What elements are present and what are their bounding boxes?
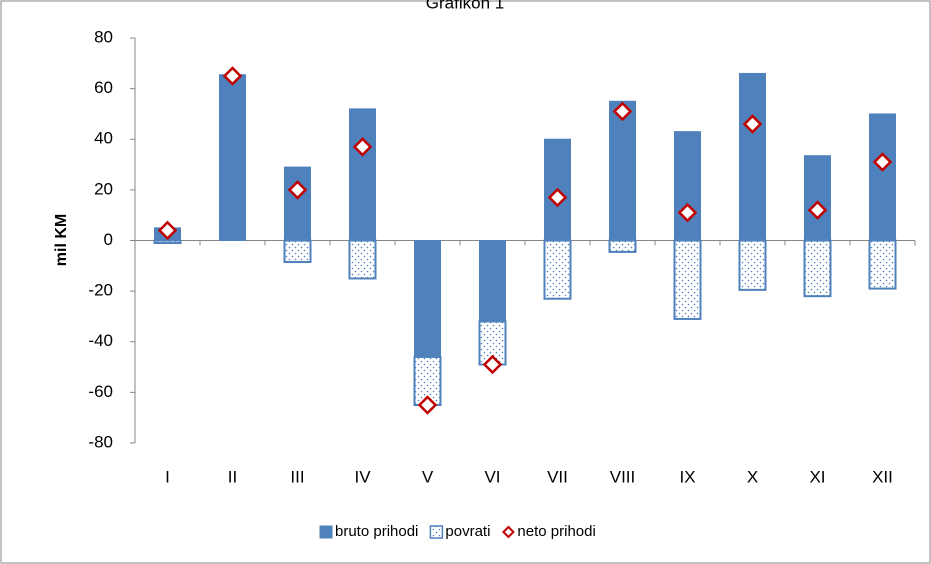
marker (222, 66, 243, 86)
marker (872, 152, 893, 172)
y-tick-label: -20 (88, 281, 113, 300)
bar (869, 113, 896, 241)
y-tick-label: -60 (88, 382, 113, 401)
y-tick-label: 80 (94, 27, 113, 46)
x-tick-label: III (290, 467, 304, 486)
bar-outline (543, 239, 572, 300)
y-tick-label: 0 (104, 230, 113, 249)
x-tick-label: IV (354, 467, 371, 486)
y-tick-label: -80 (88, 432, 113, 451)
legend-label: bruto prihodi (335, 523, 418, 540)
bar-outline (738, 239, 767, 291)
bar (609, 100, 636, 241)
marker (417, 395, 438, 415)
legend-swatch (429, 525, 444, 539)
x-tick-label: I (165, 467, 170, 486)
bar (479, 240, 506, 322)
x-tick-label: XII (872, 467, 893, 486)
x-tick-label: VI (484, 467, 500, 486)
y-tick-label: 20 (94, 179, 113, 198)
bar-outline (608, 239, 637, 253)
bar (284, 166, 311, 241)
bar (219, 74, 246, 241)
bar-outline (153, 239, 182, 245)
bar (739, 72, 766, 241)
bar (349, 108, 376, 241)
marker (352, 137, 373, 157)
bar (414, 240, 441, 358)
x-tick-label: XI (809, 467, 825, 486)
x-tick-label: IX (679, 467, 695, 486)
x-tick-label: VII (547, 467, 568, 486)
marker (547, 187, 568, 208)
marker (612, 101, 633, 122)
y-tick-label: -40 (88, 331, 113, 350)
y-tick-label: 60 (94, 78, 113, 97)
bar (804, 155, 831, 241)
legend-marker (502, 525, 515, 539)
legend-label: povrati (445, 523, 490, 540)
x-tick-label: VIII (610, 467, 636, 486)
legend-swatch (319, 525, 333, 539)
bar (674, 131, 701, 241)
bar-outline (868, 239, 897, 290)
marker (677, 202, 698, 223)
marker (742, 114, 763, 134)
marker (157, 220, 178, 241)
chart-title: Grafikon 1 (426, 0, 504, 12)
marker (807, 200, 828, 220)
bar-outline (283, 239, 312, 264)
bar-outline (803, 239, 832, 298)
x-tick-label: V (422, 467, 434, 486)
marker (482, 354, 503, 375)
bar-outline (673, 239, 702, 320)
marker (287, 180, 308, 200)
x-tick-label: II (228, 467, 237, 486)
y-axis-label: mil KM (53, 214, 70, 266)
legend-label: neto prihodi (517, 523, 595, 540)
bar-outline (348, 239, 377, 280)
x-tick-label: X (747, 467, 758, 486)
y-tick-label: 40 (94, 129, 113, 148)
